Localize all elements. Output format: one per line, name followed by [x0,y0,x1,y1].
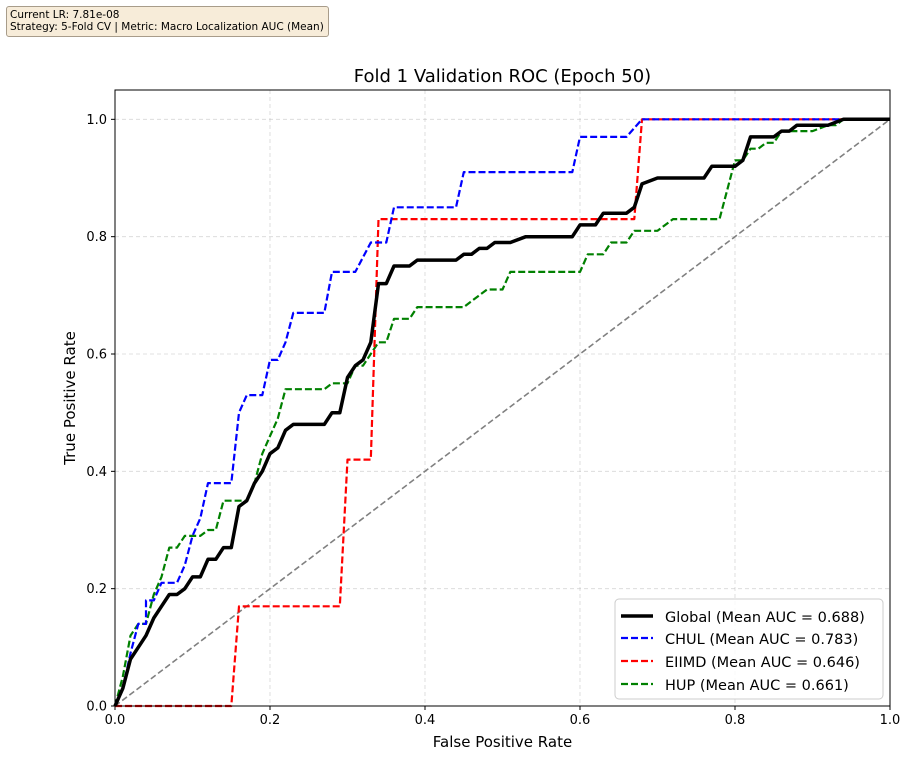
y-tick-label: 0.0 [86,700,107,715]
y-tick-label: 0.8 [86,230,107,245]
legend-label-eiimd: EIIMD (Mean AUC = 0.646) [665,655,860,671]
legend-frame [614,598,884,700]
legend-label-chul: CHUL (Mean AUC = 0.783) [665,632,858,648]
strategy-text: Strategy: 5-Fold CV | Metric: Macro Loca… [10,21,324,33]
info-box: Current LR: 7.81e-08 Strategy: 5-Fold CV… [6,6,329,37]
x-tick-label: 0.6 [570,713,591,728]
series-lines [113,117,891,708]
x-tick-label: 0.2 [260,713,281,728]
series-line-chance [114,118,891,707]
plot-frame [114,89,891,707]
series-line-eiimd [115,118,890,708]
x-axis-label: False Positive Rate [433,733,572,751]
y-tick-label: 0.2 [86,582,107,597]
x-tick-label: 0.4 [415,713,436,728]
x-tick-label: 0.0 [105,713,126,728]
y-axis-label: True Positive Rate [61,331,79,466]
legend-label-global: Global (Mean AUC = 0.688) [665,610,865,626]
series-line-global [113,117,890,707]
y-tick-label: 0.4 [86,465,107,480]
series-line-chul [113,118,890,707]
axis-ticks: 0.0 0.2 0.4 0.6 0.8 1.0 0.0 0.2 0.4 0.6 0.8 1.0 [86,113,900,728]
chart-title: Fold 1 Validation ROC (Epoch 50) [354,66,651,87]
y-tick-label: 1.0 [86,113,107,128]
legend: Global (Mean AUC = 0.688) CHUL (Mean AUC… [614,598,884,700]
y-tick-label: 0.6 [86,348,107,363]
learning-rate-text: Current LR: 7.81e-08 [10,9,120,21]
legend-label-hup: HUP (Mean AUC = 0.661) [665,678,849,694]
x-tick-label: 1.0 [880,713,901,728]
x-tick-label: 0.8 [725,713,746,728]
